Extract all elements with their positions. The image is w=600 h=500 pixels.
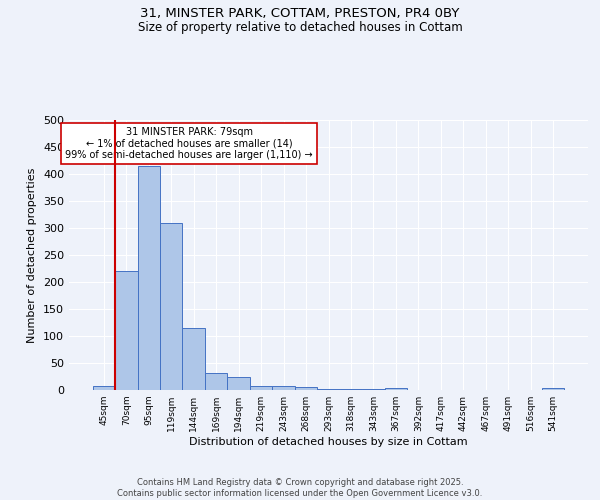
Bar [385,388,407,390]
Bar [250,386,272,390]
Bar [317,389,340,390]
X-axis label: Distribution of detached houses by size in Cottam: Distribution of detached houses by size … [189,437,468,447]
Bar [272,386,295,390]
Y-axis label: Number of detached properties: Number of detached properties [28,168,37,342]
Text: Contains HM Land Registry data © Crown copyright and database right 2025.
Contai: Contains HM Land Registry data © Crown c… [118,478,482,498]
Text: 31 MINSTER PARK: 79sqm
← 1% of detached houses are smaller (14)
99% of semi-deta: 31 MINSTER PARK: 79sqm ← 1% of detached … [65,127,313,160]
Bar [340,389,362,390]
Bar [295,388,317,390]
Bar [92,386,115,390]
Bar [115,271,137,390]
Bar [205,372,227,390]
Text: Size of property relative to detached houses in Cottam: Size of property relative to detached ho… [137,21,463,34]
Text: 31, MINSTER PARK, COTTAM, PRESTON, PR4 0BY: 31, MINSTER PARK, COTTAM, PRESTON, PR4 0… [140,8,460,20]
Bar [160,222,182,390]
Bar [137,166,160,390]
Bar [227,376,250,390]
Bar [362,389,385,390]
Bar [542,388,565,390]
Bar [182,328,205,390]
